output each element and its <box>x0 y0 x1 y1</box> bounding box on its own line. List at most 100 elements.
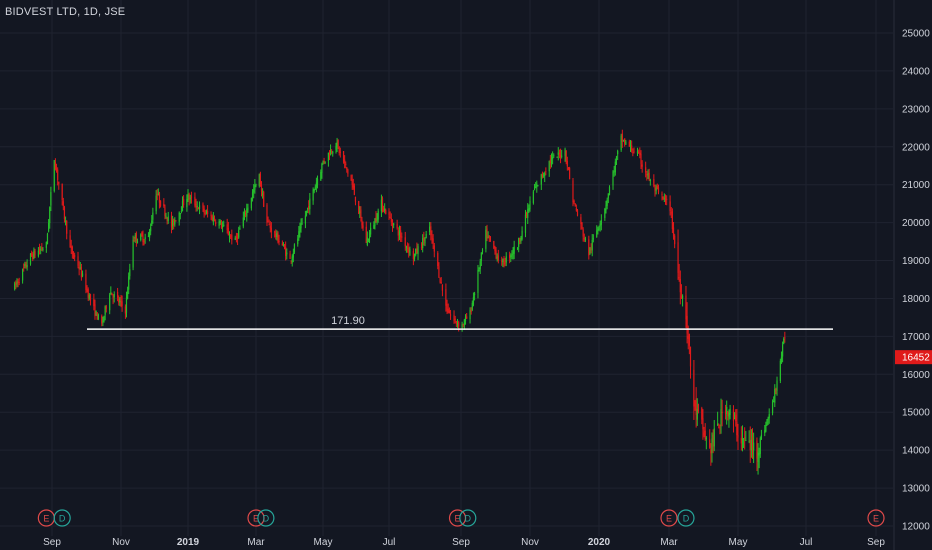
candle-body <box>40 249 42 251</box>
candle-body <box>406 247 409 249</box>
candle-body <box>221 225 224 228</box>
candle-body <box>453 315 455 321</box>
candle-body <box>58 181 60 185</box>
candle-body <box>559 154 562 158</box>
candle-body <box>54 161 56 169</box>
candle-body <box>328 154 331 156</box>
candle-body <box>423 237 425 242</box>
candle-body <box>518 237 520 247</box>
candle-body <box>283 246 286 249</box>
candle-body <box>612 171 614 186</box>
candle-body <box>26 265 28 268</box>
candle-body <box>679 278 681 293</box>
dividend-marker[interactable] <box>459 509 477 527</box>
candle-body <box>239 227 241 230</box>
candle-body <box>537 185 539 187</box>
candle-body <box>717 423 719 426</box>
candle-body <box>85 273 87 290</box>
candle-body <box>255 184 257 186</box>
horizontal-line[interactable]: 171.90 <box>87 315 833 330</box>
candle-body <box>664 196 667 201</box>
candle-body <box>703 432 705 436</box>
candle-body <box>95 310 97 316</box>
candle-body <box>245 213 247 215</box>
candle-body <box>397 229 399 236</box>
candle-body <box>370 227 372 235</box>
candle-body <box>64 220 67 222</box>
dividend-marker[interactable] <box>257 509 275 527</box>
candle-body <box>391 219 394 227</box>
candle-body <box>62 201 64 207</box>
price-tick-label: 17000 <box>902 332 930 343</box>
candle-body <box>133 240 135 242</box>
candle-body <box>749 440 751 451</box>
candle-body <box>661 193 663 196</box>
candle-body <box>696 408 698 420</box>
candle-body <box>151 220 153 226</box>
dividend-marker[interactable] <box>677 509 695 527</box>
candle-body <box>767 417 769 420</box>
candle-body <box>14 283 16 290</box>
candle-body <box>409 249 411 255</box>
candle-body <box>545 171 547 173</box>
candle-body <box>61 183 63 200</box>
candle-body <box>300 224 302 229</box>
earnings-marker[interactable] <box>660 509 678 527</box>
candle-body <box>472 297 475 305</box>
candle-body <box>188 194 190 200</box>
candle-body <box>34 251 36 256</box>
candle-body <box>212 217 214 222</box>
candle-body <box>132 239 134 268</box>
candle-body <box>672 227 675 237</box>
time-tick-label: 2019 <box>177 537 200 548</box>
candle-body <box>461 324 463 328</box>
earnings-marker[interactable] <box>448 509 467 527</box>
candle-body <box>592 238 594 240</box>
price-tick-label: 16000 <box>902 370 930 381</box>
candle-body <box>187 194 189 201</box>
price-axis[interactable]: 25000 24000 23000 22000 21000 20000 19000 18000… <box>893 0 932 550</box>
time-axis[interactable]: Sep Nov 2019 Mar May Jul Sep Nov 2020 Mar May Jul Se… <box>43 537 885 548</box>
candle-body <box>519 237 521 242</box>
candle-body <box>520 238 522 242</box>
candle-body <box>66 220 68 234</box>
candle-body <box>417 246 419 255</box>
candle-body <box>49 207 51 224</box>
dividend-marker[interactable] <box>53 509 71 527</box>
candle-body <box>186 198 188 208</box>
candle-body <box>374 218 376 227</box>
candle-body <box>282 244 285 246</box>
candle-body <box>481 250 484 252</box>
candle-body <box>281 243 283 246</box>
candle-body <box>541 174 544 177</box>
candle-body <box>198 205 201 209</box>
candle-body <box>144 237 146 240</box>
candle-body <box>105 306 107 309</box>
candle-body <box>628 141 630 147</box>
earnings-marker[interactable] <box>247 509 265 527</box>
candle-body <box>771 401 774 414</box>
candle-body <box>487 236 489 238</box>
candle-body <box>129 269 131 277</box>
candle-body <box>433 245 435 252</box>
candle-body <box>141 232 143 237</box>
candle-body <box>219 221 221 224</box>
candle-body <box>783 338 785 344</box>
candle-body <box>636 151 639 154</box>
candle-body <box>688 334 690 346</box>
candle-body <box>189 197 191 199</box>
time-tick-label: Jul <box>800 537 813 548</box>
candle-body <box>315 182 318 188</box>
candle-body <box>737 435 739 438</box>
candle-body <box>598 227 600 230</box>
candle-body <box>687 335 689 339</box>
candle-body <box>347 169 349 174</box>
candle-body <box>501 260 503 262</box>
earnings-marker[interactable] <box>867 509 885 527</box>
candle-body <box>367 238 370 240</box>
candle-body <box>250 197 252 209</box>
candle-body <box>604 208 606 218</box>
candle-body <box>352 183 354 188</box>
candle-body <box>447 308 449 313</box>
